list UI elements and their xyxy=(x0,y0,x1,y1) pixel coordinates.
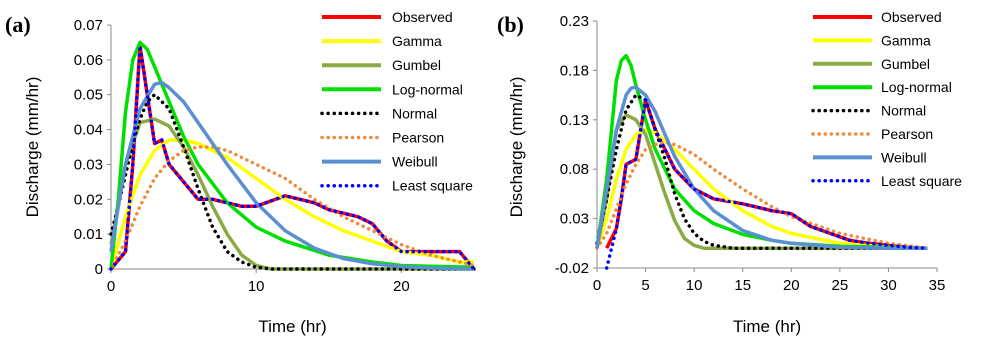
legend-label: Least square xyxy=(392,178,473,194)
legend-label: Gumbel xyxy=(881,56,930,72)
y-tick-label: 0.04 xyxy=(74,122,103,139)
y-tick-label: 0.23 xyxy=(560,13,589,30)
panel-label: (b) xyxy=(497,12,524,37)
legend-label: Gamma xyxy=(881,32,931,48)
y-tick-label: -0.02 xyxy=(555,260,589,277)
series-line-weibull xyxy=(595,85,928,250)
x-tick-label: 30 xyxy=(880,277,897,294)
legend-label: Log-normal xyxy=(392,81,463,97)
y-tick-label: 0.18 xyxy=(560,62,589,79)
y-tick-label: 0.13 xyxy=(560,112,589,129)
y-tick-label: 0.08 xyxy=(560,161,589,178)
x-tick-label: 15 xyxy=(734,277,751,294)
legend-label: Normal xyxy=(392,105,437,121)
x-tick-label: 20 xyxy=(783,277,800,294)
legend-label: Weibull xyxy=(392,154,438,170)
x-tick-label: 35 xyxy=(929,277,946,294)
chart-panel-a: (a) 0 0.01 0.02 0.03 0.04 0.05 0.06 0.07 0 10 20 Tim… xyxy=(5,9,476,336)
y-tick-label: 0.06 xyxy=(74,52,103,69)
series-line-gamma xyxy=(595,127,928,250)
x-tick-label: 0 xyxy=(107,278,115,295)
series-line-least-square xyxy=(604,98,930,270)
series-line-pearson xyxy=(109,145,476,271)
series-line-pearson xyxy=(595,140,930,250)
legend-label: Observed xyxy=(881,9,942,25)
x-tick-label: 0 xyxy=(593,277,601,294)
series-line-least-square xyxy=(109,44,476,271)
legend-label: Log-normal xyxy=(881,79,952,95)
x-tick-label: 25 xyxy=(832,277,849,294)
series-line-weibull xyxy=(109,80,475,271)
x-axis-title: Time (hr) xyxy=(258,317,326,336)
legend-label: Gumbel xyxy=(392,57,441,73)
series-line-gumbel xyxy=(595,113,928,250)
y-tick-label: 0.03 xyxy=(560,211,589,228)
x-tick-label: 10 xyxy=(686,277,703,294)
legend-label: Observed xyxy=(392,9,453,25)
legend-label: Weibull xyxy=(881,149,927,165)
legend-label: Gamma xyxy=(392,33,442,49)
x-tick-label: 10 xyxy=(248,278,265,295)
legend-label: Least square xyxy=(881,173,962,189)
y-tick-label: 0.01 xyxy=(74,226,103,243)
legend-label: Pearson xyxy=(881,126,933,142)
y-tick-label: 0.02 xyxy=(74,191,103,208)
series-line-gamma xyxy=(109,138,474,270)
y-tick-label: 0.03 xyxy=(74,156,103,173)
legend-label: Normal xyxy=(881,103,926,119)
panel-label: (a) xyxy=(5,12,31,37)
series-line-gumbel xyxy=(109,117,474,271)
y-tick-label: 0 xyxy=(95,261,103,278)
legend-label: Pearson xyxy=(392,130,444,146)
y-tick-label: 0.05 xyxy=(74,87,103,104)
x-tick-label: 20 xyxy=(393,278,410,295)
y-axis-title: Discharge (mm/hr) xyxy=(23,77,42,218)
series-line-normal xyxy=(595,93,930,250)
x-tick-label: 5 xyxy=(641,277,649,294)
y-tick-label: 0.07 xyxy=(74,17,103,34)
y-axis-title: Discharge (mm/hr) xyxy=(507,77,526,218)
series-line-observed xyxy=(605,98,928,250)
chart-panel-b: (b) -0.02 0.03 0.08 0.13 0.18 0.23 0 5 10 15 20 25 30… xyxy=(497,9,962,336)
x-axis-title: Time (hr) xyxy=(733,317,801,336)
